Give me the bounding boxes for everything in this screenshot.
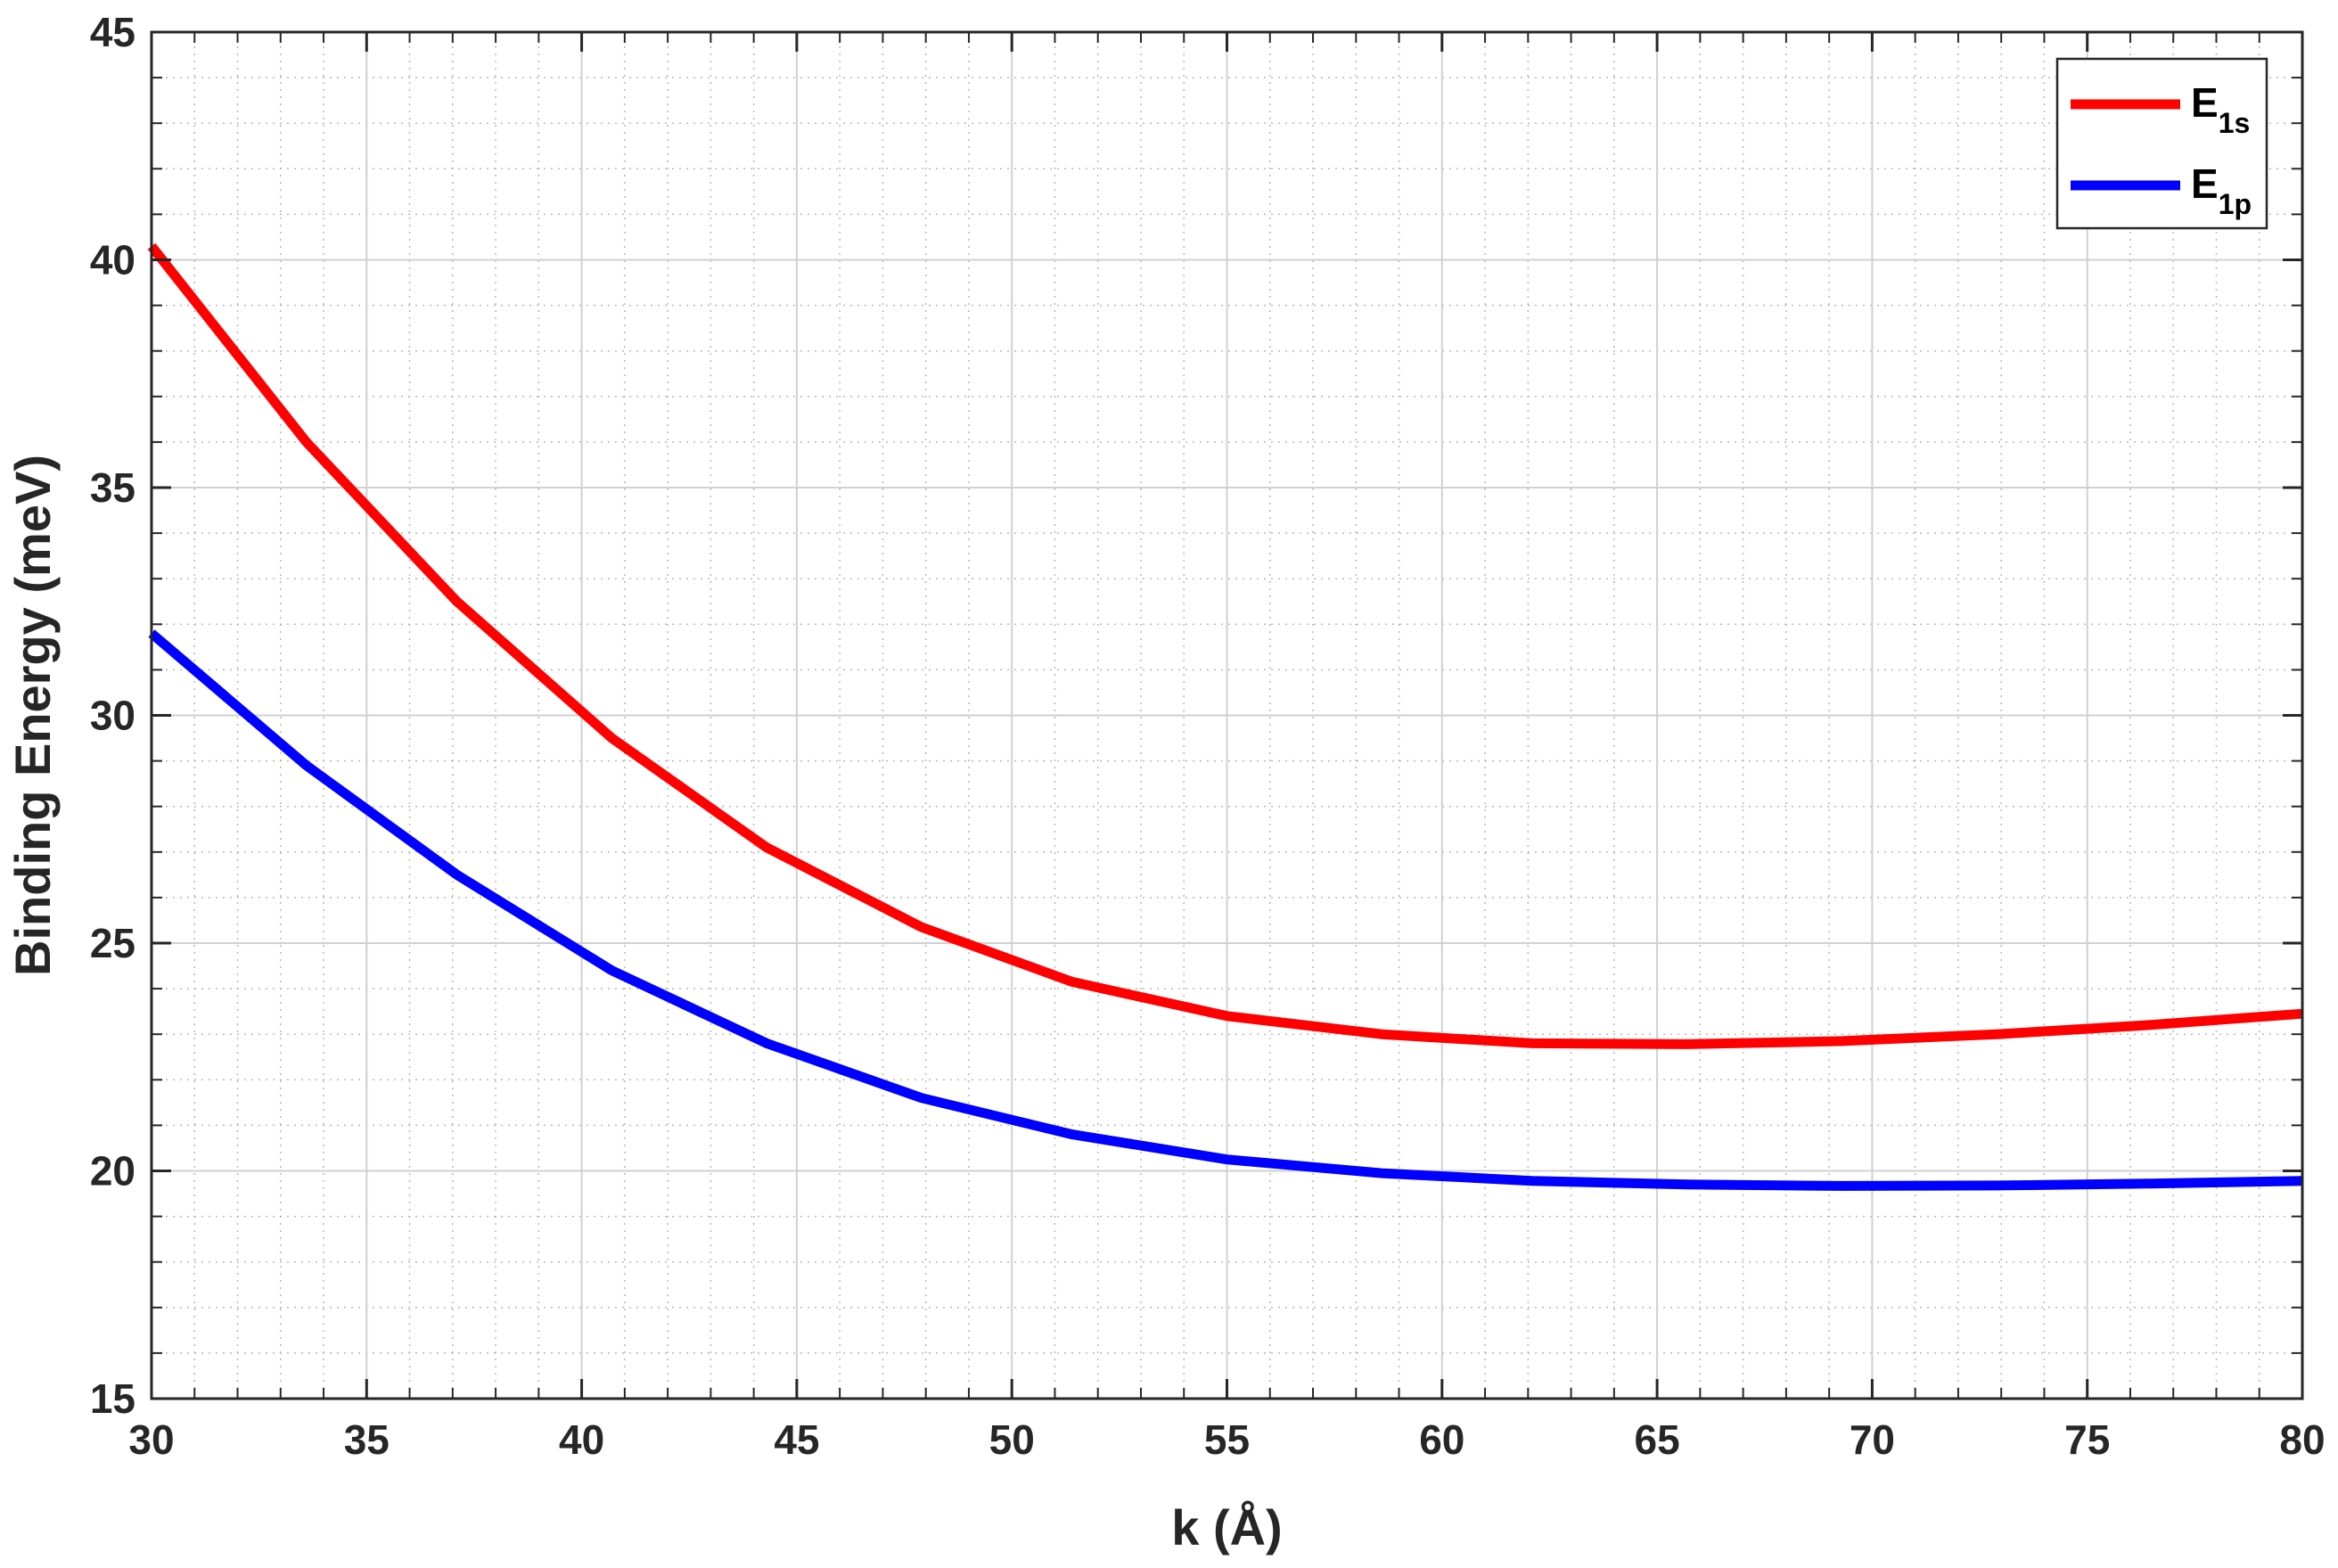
y-tick-label: 25	[90, 920, 135, 966]
x-tick-label: 75	[2064, 1416, 2110, 1463]
tick-labels: 30 35 40 45 50 55 60 65 70 75 80 15 20 25 30 35 40 45	[90, 9, 2326, 1463]
axis-ticks	[150, 30, 2304, 1400]
y-tick-label: 40	[90, 237, 135, 283]
series-line-1p	[148, 629, 2303, 1191]
y-tick-label: 35	[90, 464, 135, 511]
series-line-1s	[147, 242, 2303, 1049]
legend-subscript-1s: 1s	[2219, 107, 2251, 139]
x-tick-label: 50	[989, 1416, 1035, 1463]
y-tick-label: 30	[90, 693, 135, 739]
y-axis-label: Binding Energy (meV)	[4, 455, 61, 976]
x-tick-label: 80	[2279, 1416, 2325, 1463]
x-tick-label: 60	[1419, 1416, 1464, 1463]
x-tick-label: 30	[128, 1416, 174, 1463]
y-tick-label: 15	[90, 1375, 135, 1422]
x-tick-label: 55	[1204, 1416, 1250, 1463]
x-tick-label: 35	[344, 1416, 390, 1463]
x-tick-label: 70	[1850, 1416, 1895, 1463]
x-tick-label: 45	[774, 1416, 819, 1463]
series-layer	[147, 242, 2303, 1191]
y-tick-label: 20	[90, 1148, 135, 1194]
x-tick-label: 40	[559, 1416, 604, 1463]
y-tick-label: 45	[90, 9, 135, 55]
x-tick-label: 65	[1635, 1416, 1680, 1463]
legend-box	[2055, 57, 2268, 230]
x-axis-label: k (Å)	[1171, 1499, 1282, 1556]
legend-subscript-1p: 1p	[2219, 188, 2252, 220]
